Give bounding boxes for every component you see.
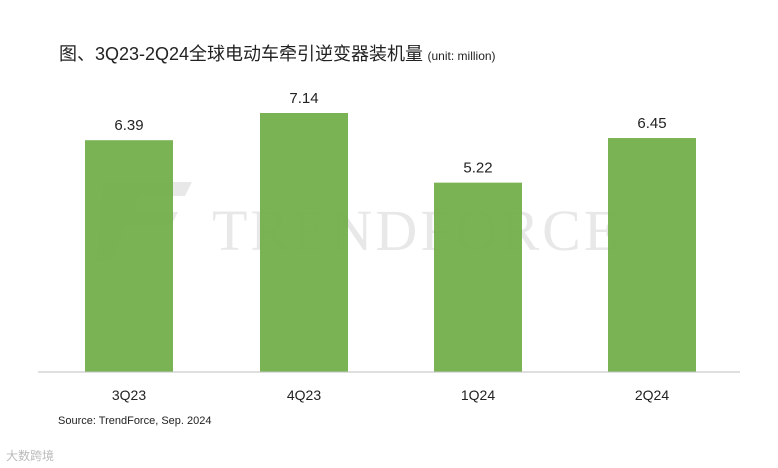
bars-layer: 6.39 3Q23 7.14 4Q23 5.22 1Q24 6.45 2Q24 [85,90,696,403]
x-tick-label-3Q23: 3Q23 [112,387,146,403]
chart-unit-note: (unit: million) [427,49,496,63]
source-note: Source: TrendForce, Sep. 2024 [58,415,212,427]
bar-3Q23 [85,140,173,372]
corner-logo: 大数跨境 [6,449,55,463]
bar-2Q24 [608,138,696,372]
bar-4Q23 [260,113,348,372]
data-label-2Q24: 6.45 [637,115,666,132]
trendforce-watermark: TRENDFORCE [96,182,619,263]
data-label-1Q24: 5.22 [463,160,492,177]
chart-title: 图、3Q23-2Q24全球电动车牵引逆变器装机量 [59,44,424,64]
data-label-3Q23: 6.39 [114,117,143,134]
bar-1Q24 [434,182,522,372]
x-tick-label-2Q24: 2Q24 [635,387,669,403]
data-label-4Q23: 7.14 [289,90,318,107]
chart-title-row: 图、3Q23-2Q24全球电动车牵引逆变器装机量 (unit: million) [59,40,496,66]
x-tick-label-4Q23: 4Q23 [287,387,321,403]
x-tick-label-1Q24: 1Q24 [461,387,495,403]
